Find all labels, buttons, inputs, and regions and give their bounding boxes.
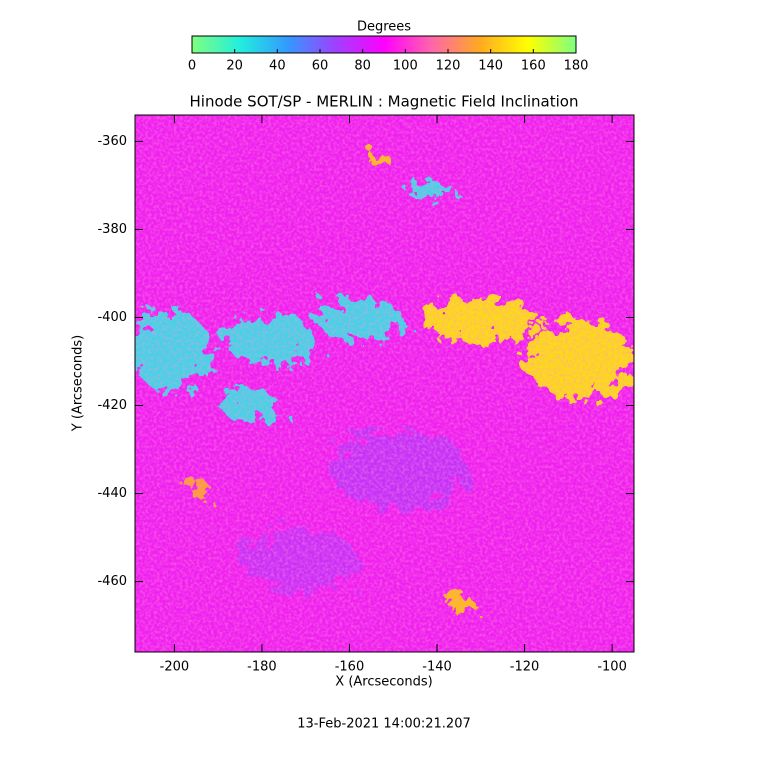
x-axis-label: X (Arcseconds) bbox=[335, 675, 432, 690]
x-tick-label: -120 bbox=[510, 660, 540, 675]
chart-title: Hinode SOT/SP - MERLIN : Magnetic Field … bbox=[190, 93, 579, 111]
y-tick-label: -400 bbox=[97, 310, 127, 325]
colorbar-tick-label: 100 bbox=[393, 59, 418, 74]
colorbar-tick-label: 140 bbox=[478, 59, 503, 74]
x-tick-label: -100 bbox=[597, 660, 627, 675]
colorbar-tick-label: 120 bbox=[436, 59, 461, 74]
y-tick-label: -380 bbox=[97, 222, 127, 237]
x-tick-label: -160 bbox=[335, 660, 365, 675]
colorbar-tick-label: 80 bbox=[354, 59, 371, 74]
colorbar-tick-label: 180 bbox=[564, 59, 589, 74]
colorbar-tick-label: 40 bbox=[269, 59, 286, 74]
colorbar bbox=[191, 35, 577, 54]
y-tick-label: -460 bbox=[97, 574, 127, 589]
colorbar-tick-label: 0 bbox=[188, 59, 196, 74]
x-tick-label: -140 bbox=[422, 660, 452, 675]
colorbar-tick-label: 160 bbox=[521, 59, 546, 74]
colorbar-tick-label: 20 bbox=[226, 59, 243, 74]
y-axis-label: Y (Arcseconds) bbox=[71, 335, 86, 432]
footer: 13-Feb-2021 14:00:21.207 bbox=[297, 717, 471, 732]
y-tick-label: -420 bbox=[97, 398, 127, 413]
y-tick-label: -440 bbox=[97, 486, 127, 501]
heatmap-image bbox=[135, 115, 634, 652]
x-tick-label: -180 bbox=[247, 660, 277, 675]
colorbar-title: Degrees bbox=[357, 20, 411, 35]
colorbar-tick-label: 60 bbox=[312, 59, 329, 74]
x-tick-label: -200 bbox=[160, 660, 190, 675]
plot-frame bbox=[134, 114, 635, 653]
y-tick-label: -360 bbox=[97, 134, 127, 149]
